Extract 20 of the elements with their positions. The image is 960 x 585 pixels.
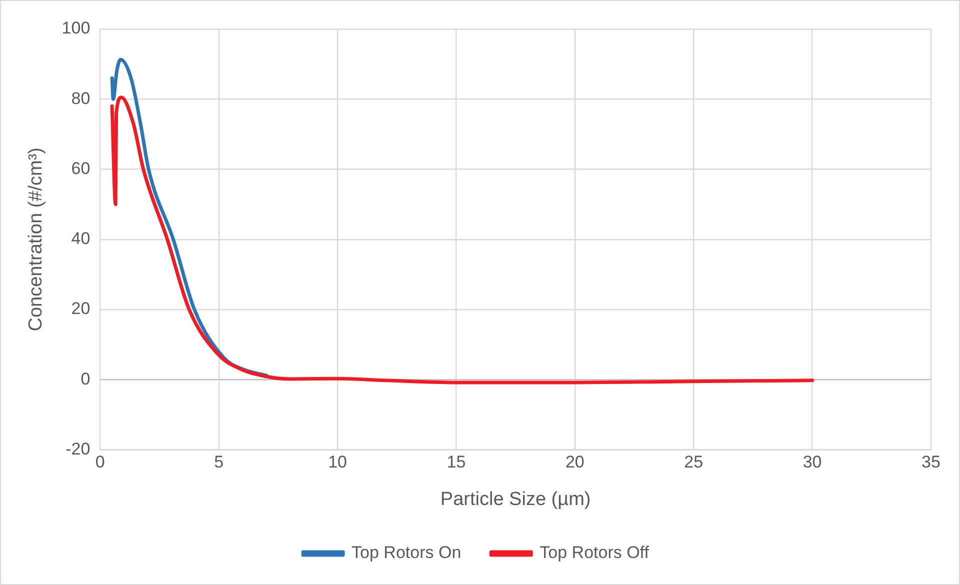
x-tick-label: 35: [922, 452, 940, 472]
y-tick-label: 100: [62, 18, 90, 38]
y-tick-label: -20: [66, 439, 90, 458]
legend-label: Top Rotors On: [352, 543, 462, 562]
x-tick-label: 15: [446, 452, 466, 472]
x-tick-label: 10: [328, 452, 348, 472]
y-tick-label: 0: [80, 369, 90, 388]
x-axis-title: Particle Size (µm): [440, 488, 591, 510]
x-tick-label: 20: [565, 452, 584, 472]
y-tick-label: 20: [71, 299, 90, 318]
legend-label: Top Rotors Off: [540, 543, 650, 562]
y-tick-label: 40: [71, 229, 90, 248]
x-tick-label: 25: [684, 452, 704, 472]
x-tick-label: 5: [214, 452, 224, 472]
y-tick-label: 60: [71, 158, 90, 178]
y-axis-title: Concentration (#/cm³): [26, 148, 47, 332]
y-tick-label: 80: [71, 88, 90, 108]
x-tick-label: 30: [802, 452, 822, 472]
x-tick-label: 0: [95, 452, 105, 472]
line-series: [110, 96, 814, 384]
